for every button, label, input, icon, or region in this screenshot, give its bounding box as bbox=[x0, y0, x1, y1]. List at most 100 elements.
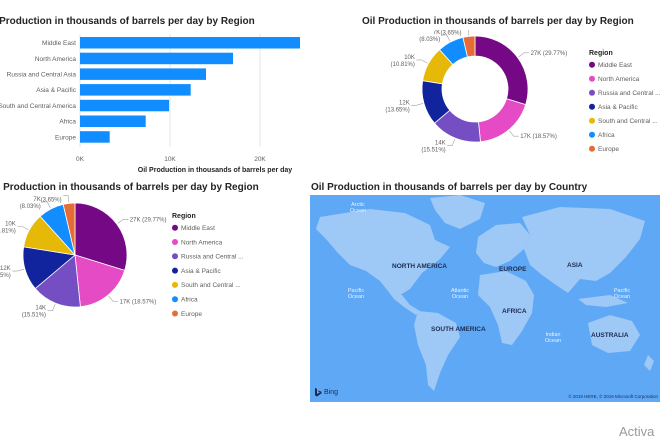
legend-marker bbox=[172, 310, 178, 317]
new-zealand-shape bbox=[644, 355, 654, 371]
legend-item: Russia and Central ... bbox=[598, 90, 660, 97]
bar-3 bbox=[80, 84, 191, 96]
map-label-south-america: SOUTH AMERICA bbox=[431, 326, 486, 333]
legend-marker bbox=[589, 89, 595, 96]
map-label-atlantic: Atlantic Ocean bbox=[450, 288, 470, 300]
legend-title: Region bbox=[172, 213, 196, 220]
legend-marker bbox=[172, 224, 178, 231]
legend-marker bbox=[589, 61, 595, 68]
bar-0 bbox=[80, 37, 300, 49]
slice-data-label: 17K (18.57%) bbox=[520, 134, 557, 140]
legend-item: North America bbox=[181, 239, 223, 246]
bar-category-label: Europe bbox=[55, 134, 76, 141]
bar-x-tick: 0K bbox=[76, 156, 85, 163]
legend-item: Africa bbox=[598, 132, 615, 139]
bar-category-label: Africa bbox=[59, 119, 76, 126]
bar-chart-title: Oil Production in thousands of barrels p… bbox=[0, 16, 255, 27]
legend-item: Africa bbox=[181, 297, 198, 304]
slice-data-label: 27K (29.77%) bbox=[531, 51, 568, 57]
bar-5 bbox=[80, 115, 146, 127]
slice-data-label: 10K(10.81%) bbox=[0, 221, 16, 234]
slice-leader-line bbox=[518, 52, 530, 58]
slice-data-label: 10K(10.81%) bbox=[391, 55, 415, 68]
legend-marker bbox=[589, 103, 595, 110]
map-label-indian: Indian Ocean bbox=[544, 332, 562, 344]
bar-category-label: Middle East bbox=[42, 40, 76, 47]
donut-chart[interactable]: 27K (29.77%) 17K (18.57%) 14K (15.51%) 12K (1… bbox=[360, 30, 660, 170]
slice-data-label: 14K (15.51%) bbox=[421, 141, 445, 154]
map-label-arctic: Arctic Ocean bbox=[349, 202, 367, 214]
slice-data-label: 17K (18.57%) bbox=[120, 299, 157, 305]
slice-data-label: 14K (15.51%) bbox=[22, 306, 46, 319]
legend-item: Asia & Pacific bbox=[181, 268, 221, 275]
legend-marker bbox=[589, 131, 595, 138]
bar-4 bbox=[80, 99, 170, 112]
activation-watermark: Activa bbox=[619, 424, 655, 439]
slice-data-label: 7K (8.03%) bbox=[20, 197, 41, 210]
map-label-north-america: NORTH AMERICA bbox=[392, 263, 448, 270]
indonesia-shape bbox=[578, 295, 628, 307]
slice-leader-line bbox=[17, 226, 29, 230]
legend-item: Europe bbox=[598, 146, 619, 153]
slice-leader-line bbox=[416, 59, 428, 64]
slice-data-label: 7K (8.03%) bbox=[419, 30, 440, 43]
bar-6 bbox=[80, 131, 110, 143]
legend-item: South and Central ... bbox=[598, 118, 658, 125]
donut-chart-title: Oil Production in thousands of barrels p… bbox=[362, 16, 634, 27]
bing-logo[interactable]: Bing bbox=[314, 388, 338, 397]
slice-1 bbox=[74, 254, 126, 308]
legend-marker bbox=[172, 267, 178, 274]
slice-2 bbox=[34, 254, 81, 308]
bar-1 bbox=[80, 52, 233, 65]
bar-category-label: Russia and Central Asia bbox=[7, 71, 77, 78]
map-label-asia: ASIA bbox=[567, 262, 583, 269]
legend-marker bbox=[589, 75, 595, 82]
central-america-shape bbox=[388, 291, 420, 315]
bar-category-label: Asia & Pacific bbox=[36, 87, 76, 94]
slice-0 bbox=[474, 35, 529, 106]
slice-leader-line bbox=[108, 295, 119, 302]
legend-item: Middle East bbox=[598, 62, 632, 69]
slice-1 bbox=[477, 98, 527, 143]
legend-marker bbox=[172, 253, 178, 260]
world-map[interactable]: Arctic Ocean NORTH AMERICA EUROPE ASIA P… bbox=[310, 195, 660, 402]
bar-category-label: South and Central America bbox=[0, 103, 76, 110]
bar-x-tick: 20K bbox=[254, 156, 266, 163]
south-america-shape bbox=[414, 311, 460, 391]
pie-chart-title: Oil Production in thousands of barrels p… bbox=[0, 182, 259, 193]
asia-shape bbox=[522, 207, 645, 293]
map-label-pacific-right: Pacific Ocean bbox=[613, 288, 631, 300]
legend-item: Middle East bbox=[181, 225, 215, 232]
slice-leader-line bbox=[441, 34, 451, 42]
north-america-shape bbox=[316, 209, 450, 295]
legend-item: Europe bbox=[181, 311, 202, 318]
slice-0 bbox=[74, 202, 128, 271]
slice-6 bbox=[62, 202, 76, 256]
map-label-africa: AFRICA bbox=[502, 308, 527, 315]
map-label-pacific-left: Pacific Ocean bbox=[347, 288, 365, 300]
legend-item: North America bbox=[598, 76, 640, 83]
legend-item: South and Central ... bbox=[181, 282, 241, 289]
pie-chart[interactable]: 27K (29.77%) 17K (18.57%) 14K(15.51%) 12K(1… bbox=[0, 195, 300, 335]
legend-item: Asia & Pacific bbox=[598, 104, 638, 111]
legend-marker bbox=[589, 145, 595, 152]
slice-leader-line bbox=[467, 30, 470, 36]
legend-title: Region bbox=[589, 50, 613, 57]
slice-data-label: 12K(13.65%) bbox=[385, 100, 409, 113]
slice-leader-line bbox=[447, 138, 456, 146]
bing-icon bbox=[315, 388, 322, 397]
slice-leader-line bbox=[117, 219, 129, 224]
australia-shape bbox=[588, 315, 640, 353]
legend-marker bbox=[172, 281, 178, 288]
map-label-europe: EUROPE bbox=[499, 266, 527, 273]
legend-marker bbox=[172, 296, 178, 303]
map-title: Oil Production in thousands of barrels p… bbox=[311, 182, 588, 193]
slice-leader-line bbox=[411, 103, 424, 106]
bing-label: Bing bbox=[324, 389, 339, 396]
map-attribution: © 2019 HERE, © 2019 Microsoft Corporatio… bbox=[568, 394, 658, 399]
slice-data-label: 27K (29.77%) bbox=[130, 217, 167, 223]
bar-category-label: North America bbox=[35, 56, 77, 63]
slice-leader-line bbox=[12, 268, 25, 272]
slice-data-label: 3K(3.65%) bbox=[441, 30, 462, 36]
